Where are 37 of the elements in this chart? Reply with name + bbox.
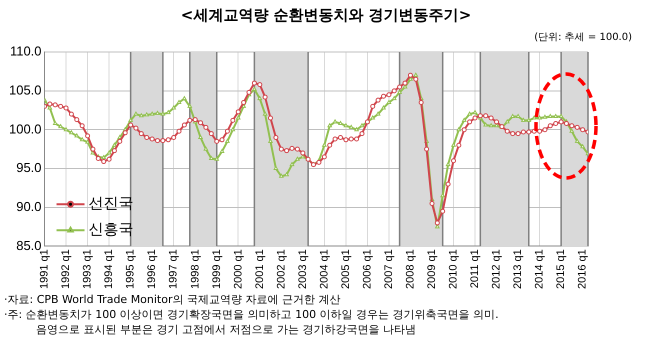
text: ·주: 순환변동치가 100 이상이면 경기확장국면을 의미하고 100 이하일 경우는 경기위축국면을 의미. [4,307,499,322]
x-tick-label: 2014 q1 [534,249,546,290]
x-tick-label: 2015 q1 [555,249,568,290]
y-tick-label: 105.0 [8,82,42,98]
y-tick-label: 110.0 [10,44,42,59]
x-tick-label: 2002 q1 [275,249,288,290]
x-tick-label: 2016 q1 [576,249,589,290]
x-tick-label: 2007 q1 [382,249,395,290]
x-tick-label: 1998 q1 [189,249,202,290]
x-tick-label: 1992 q1 [60,249,72,290]
x-tick-label: 1994 q1 [103,249,116,290]
legend-label: 신흥국 [88,220,134,238]
x-tick-label: 2011 q1 [469,249,482,288]
chart-subtitle: (단위: 추세 = 100.0) [534,31,632,44]
text: 음영으로 표시된 부분은 경기 고점에서 저점으로 가는 경기하강국면을 나타냄 [35,322,417,337]
x-tick-label: 1996 q1 [146,249,158,290]
x-tick-label: 1999 q1 [210,249,223,290]
x-tick-label: 2000 q1 [232,249,244,290]
x-tick-label: 1993 q1 [82,249,94,290]
x-tick-label: 2004 q1 [318,249,330,290]
x-tick-label: 2012 q1 [490,249,503,290]
x-tick-label: 2003 q1 [296,249,309,290]
chart-title: <세계교역량 순환변동치와 경기변동주기> [180,6,472,25]
x-tick-label: 2005 q1 [340,249,352,290]
x-tick-label: 2006 q1 [361,249,374,290]
text: ·자료: CPB World Trade Monitor의 국제교역량 자료에 근거한 계산 [4,292,342,307]
x-tick-label: 2008 q1 [404,249,416,290]
x-tick-label: 1997 q1 [168,249,180,290]
x-tick-label: 2009 q1 [426,249,438,290]
x-tick-label: 1995 q1 [124,249,137,290]
y-tick-label: 95.0 [16,160,42,176]
legend-label: 선진국 [88,194,134,212]
y-tick-label: 100.0 [8,121,42,136]
x-tick-label: 2010 q1 [448,249,460,290]
x-tick-label: 2013 q1 [512,249,524,290]
y-tick-label: 90.0 [16,198,42,214]
x-tick-label: 2001 q1 [254,249,266,290]
